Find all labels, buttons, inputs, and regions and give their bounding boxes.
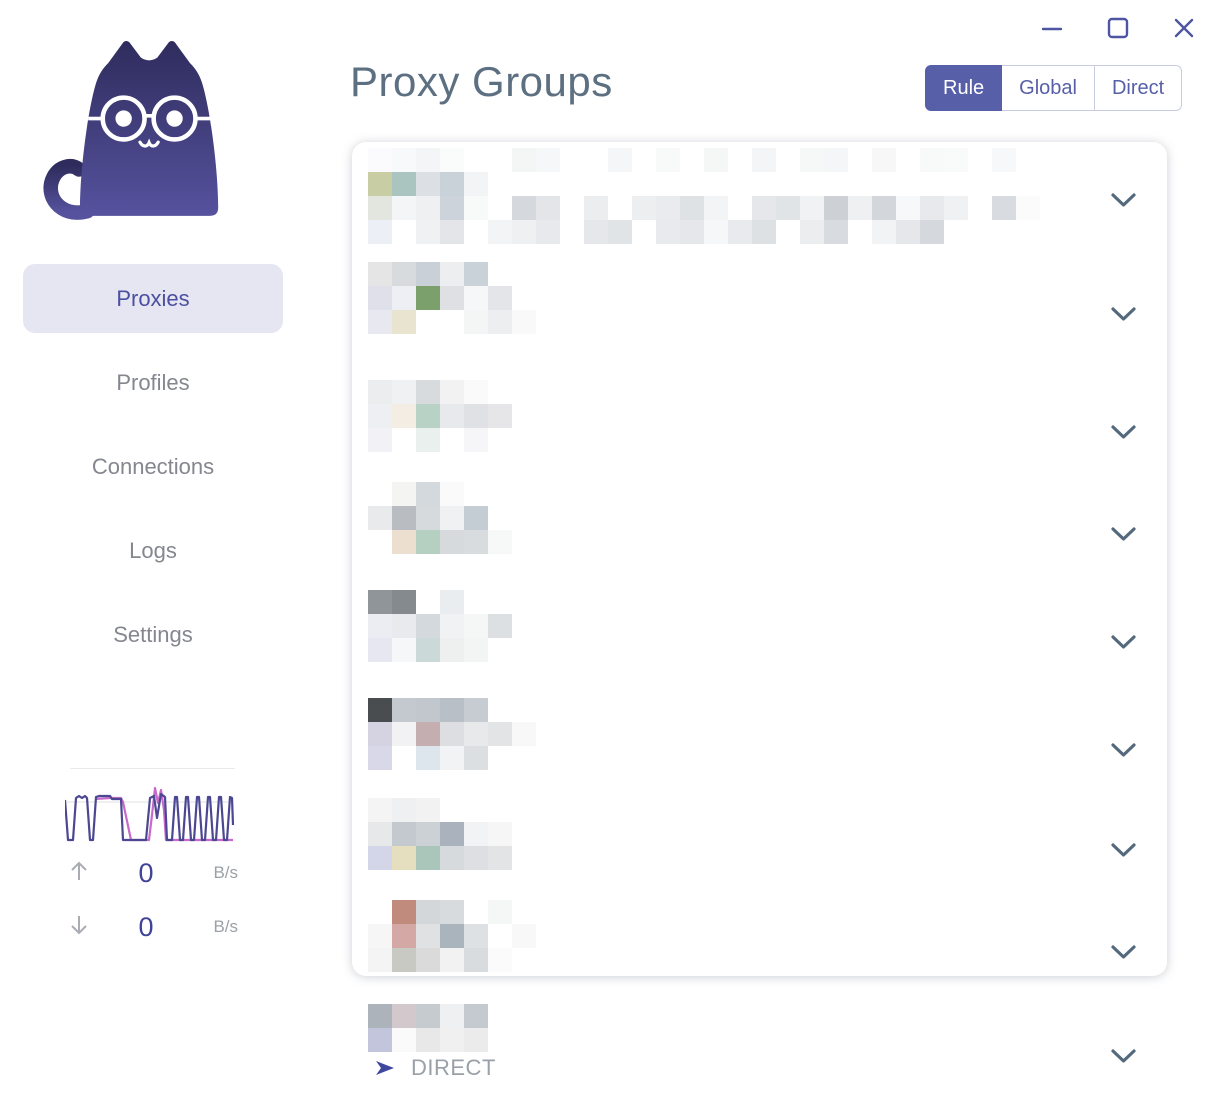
- proxy-group-row[interactable]: [368, 590, 1151, 680]
- download-stat-row: 0 B/s: [68, 912, 238, 942]
- proxy-group-row[interactable]: [368, 148, 1151, 244]
- download-speed-unit: B/s: [213, 917, 238, 936]
- redacted-group-name: [368, 590, 1151, 662]
- upload-speed-value: 0: [138, 857, 154, 888]
- traffic-graph: [65, 786, 235, 842]
- sidebar-nav: Proxies Profiles Connections Logs Settings: [23, 264, 283, 684]
- proxy-group-row[interactable]: [368, 380, 1151, 470]
- mode-button-global[interactable]: Global: [1002, 65, 1095, 111]
- sidebar-item-profiles[interactable]: Profiles: [116, 370, 190, 395]
- close-button[interactable]: [1170, 14, 1198, 42]
- minimize-icon: [1041, 27, 1063, 31]
- download-arrow-icon: [68, 913, 94, 942]
- sidebar: Proxies Profiles Connections Logs Settings 0…: [0, 0, 305, 956]
- proxy-groups-panel: DIRECT: [352, 142, 1167, 1080]
- redacted-group-name: [368, 798, 1151, 870]
- chevron-down-icon[interactable]: [1111, 1049, 1136, 1064]
- clash-app-window: { "window_controls": [ {"name": "minimiz…: [0, 0, 1198, 1080]
- maximize-icon: [1107, 17, 1129, 39]
- page-title: Proxy Groups: [350, 58, 613, 105]
- sidebar-item-proxies[interactable]: Proxies: [23, 264, 283, 333]
- chevron-down-icon[interactable]: [1111, 635, 1136, 650]
- mode-button-direct[interactable]: Direct: [1094, 65, 1183, 111]
- chevron-down-icon[interactable]: [1111, 945, 1136, 960]
- redacted-group-name: [368, 698, 1151, 770]
- mode-toggle: Rule Global Direct: [925, 65, 1183, 111]
- proxy-group-list: DIRECT: [368, 148, 1151, 1094]
- redacted-group-name: [368, 482, 1151, 554]
- sidebar-item-settings[interactable]: Settings: [113, 622, 193, 647]
- download-speed-value: 0: [138, 911, 154, 942]
- proxy-group-row[interactable]: [368, 482, 1151, 572]
- window-controls: [1038, 14, 1198, 42]
- mode-button-rule[interactable]: Rule: [925, 65, 1003, 111]
- selected-proxy-item[interactable]: DIRECT: [368, 1055, 1151, 1081]
- chevron-down-icon[interactable]: [1111, 425, 1136, 440]
- proxy-group-row[interactable]: [368, 798, 1151, 888]
- upload-stat-row: 0 B/s: [68, 858, 238, 888]
- upload-speed-unit: B/s: [213, 863, 238, 882]
- redacted-group-name: [368, 148, 1151, 244]
- redacted-group-name: [368, 1004, 1151, 1052]
- sidebar-item-connections[interactable]: Connections: [91, 454, 215, 479]
- close-icon: [1174, 18, 1194, 38]
- chevron-down-icon[interactable]: [1111, 193, 1136, 208]
- selected-proxy-arrow-icon: [376, 1061, 394, 1075]
- chevron-down-icon[interactable]: [1111, 307, 1136, 322]
- redacted-group-name: [368, 900, 1151, 972]
- minimize-button[interactable]: [1038, 14, 1066, 42]
- chevron-down-icon[interactable]: [1111, 743, 1136, 758]
- redacted-group-name: [368, 380, 1151, 452]
- redacted-group-name: [368, 262, 1151, 334]
- sidebar-item-logs[interactable]: Logs: [129, 538, 177, 563]
- clash-cat-logo-icon: [43, 41, 219, 220]
- traffic-panel: 0 B/s 0 B/s: [0, 760, 305, 956]
- proxy-group-row[interactable]: DIRECT: [368, 1004, 1151, 1094]
- traffic-divider: [70, 768, 235, 769]
- maximize-button[interactable]: [1104, 14, 1132, 42]
- chevron-down-icon[interactable]: [1111, 527, 1136, 542]
- chevron-down-icon[interactable]: [1111, 843, 1136, 858]
- selected-proxy-label: DIRECT: [411, 1055, 496, 1080]
- proxy-group-row[interactable]: [368, 698, 1151, 788]
- proxy-group-row[interactable]: [368, 900, 1151, 990]
- proxy-group-row[interactable]: [368, 262, 1151, 352]
- upload-arrow-icon: [68, 859, 94, 888]
